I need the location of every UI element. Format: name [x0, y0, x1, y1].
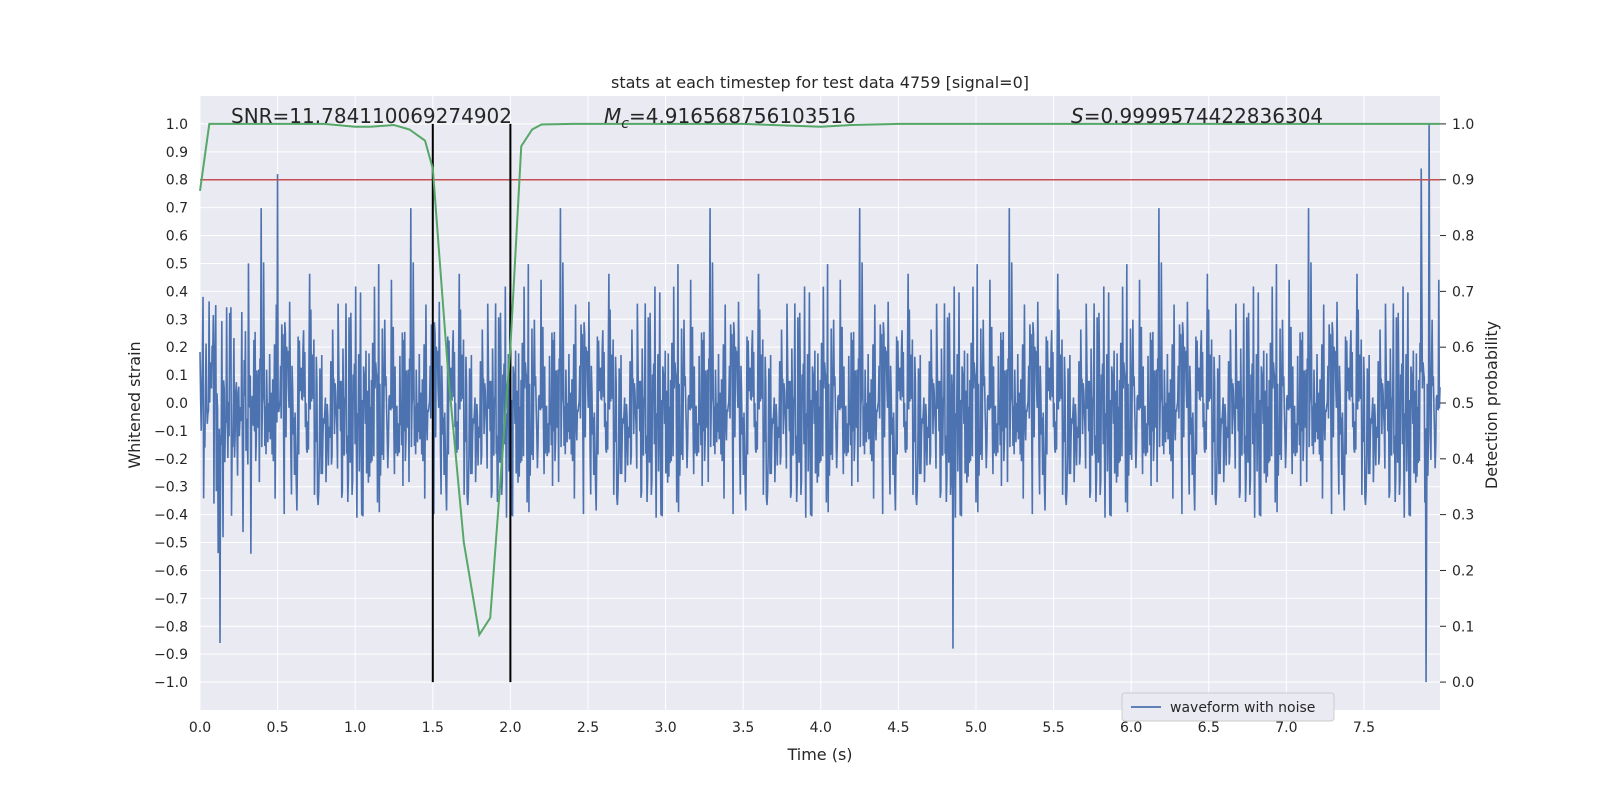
y-left-tick-label: 0.6 — [166, 229, 188, 245]
x-tick-label: 2.5 — [577, 720, 599, 736]
y-axis-label-right: Detection probability — [1482, 321, 1501, 489]
x-tick-label: 2.0 — [499, 720, 521, 736]
y-left-tick-label: −0.1 — [154, 424, 188, 440]
y-right-tick-label: 0.7 — [1452, 284, 1474, 300]
x-tick-label: 7.5 — [1353, 720, 1375, 736]
x-tick-label: 6.5 — [1198, 720, 1220, 736]
s-symbol: S — [1071, 104, 1084, 128]
legend: waveform with noise — [1121, 692, 1335, 722]
waveform-series — [199, 123, 1441, 683]
y-left-tick-label: 0.4 — [166, 284, 188, 300]
y-right-tick-label: 0.5 — [1452, 396, 1474, 412]
x-axis-label: Time (s) — [786, 745, 852, 764]
y-left-tick-label: −0.8 — [154, 619, 188, 635]
x-tick-label: 3.5 — [732, 720, 754, 736]
ticks: 0.0 0.5 1.0 1.5 2.0 2.5 3.0 3.5 4.0 4.5 5.0 5.5 6.0 6… — [154, 117, 1474, 736]
y-right-tick-label: 0.8 — [1452, 229, 1474, 245]
y-left-tick-label: 0.1 — [166, 368, 188, 384]
snr-annotation: SNR=11.784110069274902 — [231, 104, 512, 128]
y-left-tick-label: −0.5 — [154, 536, 188, 552]
mc-annotation: Mc=4.916568756103516 — [604, 104, 856, 132]
y-left-tick-label: 0.7 — [166, 201, 188, 217]
y-left-tick-label: 0.9 — [166, 145, 188, 161]
y-left-tick-label: −0.9 — [154, 647, 188, 663]
y-left-tick-label: −0.3 — [154, 480, 188, 496]
y-right-tick-label: 0.9 — [1452, 173, 1474, 189]
probability-line — [199, 122, 1440, 638]
legend-box — [1121, 692, 1335, 722]
y-left-tick-label: −0.4 — [154, 508, 188, 524]
x-tick-label: 6.0 — [1120, 720, 1142, 736]
y-right-tick-label: 0.4 — [1452, 452, 1474, 468]
mc-subscript: c — [621, 116, 629, 132]
y-left-tick-label: 0.0 — [166, 396, 188, 412]
mc-symbol: M — [604, 104, 621, 128]
chart-title: stats at each timestep for test data 475… — [611, 73, 1029, 92]
y-left-tick-label: −1.0 — [154, 675, 188, 691]
y-right-tick-label: 0.0 — [1452, 675, 1474, 691]
x-tick-label: 7.0 — [1275, 720, 1297, 736]
y-left-tick-label: 0.3 — [166, 312, 188, 328]
y-left-tick-label: 0.5 — [166, 256, 188, 272]
waveform-line — [199, 123, 1441, 683]
y-right-tick-label: 0.3 — [1452, 508, 1474, 524]
x-tick-label: 1.0 — [344, 720, 366, 736]
y-left-tick-label: −0.6 — [154, 563, 188, 579]
x-tick-label: 5.0 — [965, 720, 987, 736]
s-annotation: S=0.9999574422836304 — [1071, 104, 1323, 128]
s-value: =0.9999574422836304 — [1084, 104, 1323, 128]
x-tick-label: 0.0 — [189, 720, 211, 736]
overlays — [199, 122, 1440, 683]
x-tick-label: 5.5 — [1042, 720, 1064, 736]
x-tick-label: 3.0 — [654, 720, 676, 736]
y-right-tick-label: 0.1 — [1452, 619, 1474, 635]
y-axis-label-left: Whitened strain — [125, 341, 144, 468]
x-tick-label: 1.5 — [422, 720, 444, 736]
y-left-tick-label: 1.0 — [166, 117, 188, 133]
x-tick-label: 0.5 — [266, 720, 288, 736]
y-left-tick-label: 0.8 — [166, 173, 188, 189]
y-left-tick-label: −0.7 — [154, 591, 188, 607]
grid — [199, 96, 1440, 710]
y-right-tick-label: 1.0 — [1452, 117, 1474, 133]
y-left-tick-label: 0.2 — [166, 340, 188, 356]
x-tick-label: 4.5 — [887, 720, 909, 736]
x-tick-label: 4.0 — [810, 720, 832, 736]
y-left-tick-label: −0.2 — [154, 452, 188, 468]
legend-label: waveform with noise — [1170, 700, 1315, 716]
mc-value: =4.916568756103516 — [629, 104, 856, 128]
y-right-tick-label: 0.6 — [1452, 340, 1474, 356]
y-right-tick-label: 0.2 — [1452, 563, 1474, 579]
